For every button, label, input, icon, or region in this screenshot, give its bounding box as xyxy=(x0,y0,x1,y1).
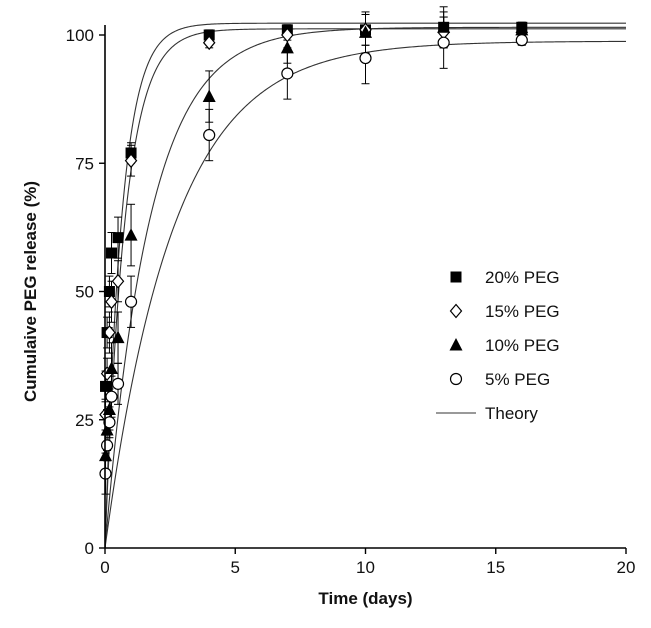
data-points xyxy=(99,20,529,480)
data-point-15-peg xyxy=(202,35,216,51)
theory-curve xyxy=(104,26,626,549)
legend: 20% PEG 15% PEG 10% PEG 5% PEG Theory xyxy=(436,268,560,423)
legend-label-10-peg: 10% PEG xyxy=(485,336,560,355)
data-point-10-peg xyxy=(437,20,451,33)
legend-label-15-peg: 15% PEG xyxy=(485,302,560,321)
data-point-5-peg xyxy=(203,128,216,142)
legend-marker-10-peg xyxy=(449,338,463,351)
data-point-10-peg xyxy=(202,89,216,103)
data-point-5-peg xyxy=(105,390,118,403)
data-point-5-peg xyxy=(124,295,138,308)
data-point-5-peg xyxy=(281,67,294,80)
y-tick-label: 50 xyxy=(75,283,94,302)
x-tick-label: 5 xyxy=(231,558,240,577)
legend-label-5-peg: 5% PEG xyxy=(485,370,550,389)
axis-ticks: 0 5 10 15 20 0 25 50 75 100 xyxy=(66,26,636,577)
data-point-10-peg xyxy=(280,40,294,54)
data-point-10-peg xyxy=(111,330,125,344)
y-tick-label: 100 xyxy=(66,26,94,45)
data-point-20-peg xyxy=(103,286,115,297)
data-point-5-peg xyxy=(359,51,372,65)
legend-label-theory: Theory xyxy=(485,404,538,423)
x-tick-label: 20 xyxy=(617,558,636,577)
data-point-15-peg xyxy=(124,153,138,169)
data-point-5-peg xyxy=(515,34,528,47)
data-point-5-peg xyxy=(437,36,450,49)
data-point-15-peg xyxy=(111,273,125,289)
x-axis-title: Time (days) xyxy=(318,589,412,608)
data-point-15-peg xyxy=(105,294,118,310)
data-point-10-peg xyxy=(124,228,138,241)
data-point-20-peg xyxy=(112,232,124,244)
legend-marker-15-peg xyxy=(449,303,463,319)
data-point-5-peg xyxy=(103,416,116,429)
y-tick-label: 25 xyxy=(75,411,94,430)
y-axis-title: Cumulaive PEG release (%) xyxy=(21,181,40,402)
data-point-20-peg xyxy=(106,247,118,259)
legend-marker-20-peg xyxy=(450,271,462,283)
data-point-10-peg xyxy=(359,25,372,38)
data-point-10-peg xyxy=(515,22,529,36)
y-tick-label: 75 xyxy=(75,154,94,173)
y-tick-label: 0 xyxy=(85,539,94,558)
data-point-20-peg xyxy=(203,29,215,41)
x-tick-label: 15 xyxy=(486,558,505,577)
data-point-10-peg xyxy=(102,402,116,415)
legend-marker-5-peg xyxy=(449,372,463,386)
legend-label-20-peg: 20% PEG xyxy=(485,268,560,287)
x-tick-label: 0 xyxy=(100,558,109,577)
data-point-10-peg xyxy=(100,423,114,436)
data-point-10-peg xyxy=(105,361,119,374)
data-point-20-peg xyxy=(125,147,137,159)
theory-curve xyxy=(104,28,626,549)
theory-curve xyxy=(104,40,626,549)
data-point-5-peg xyxy=(111,377,125,390)
data-point-5-peg xyxy=(100,439,114,452)
x-tick-label: 10 xyxy=(356,558,375,577)
